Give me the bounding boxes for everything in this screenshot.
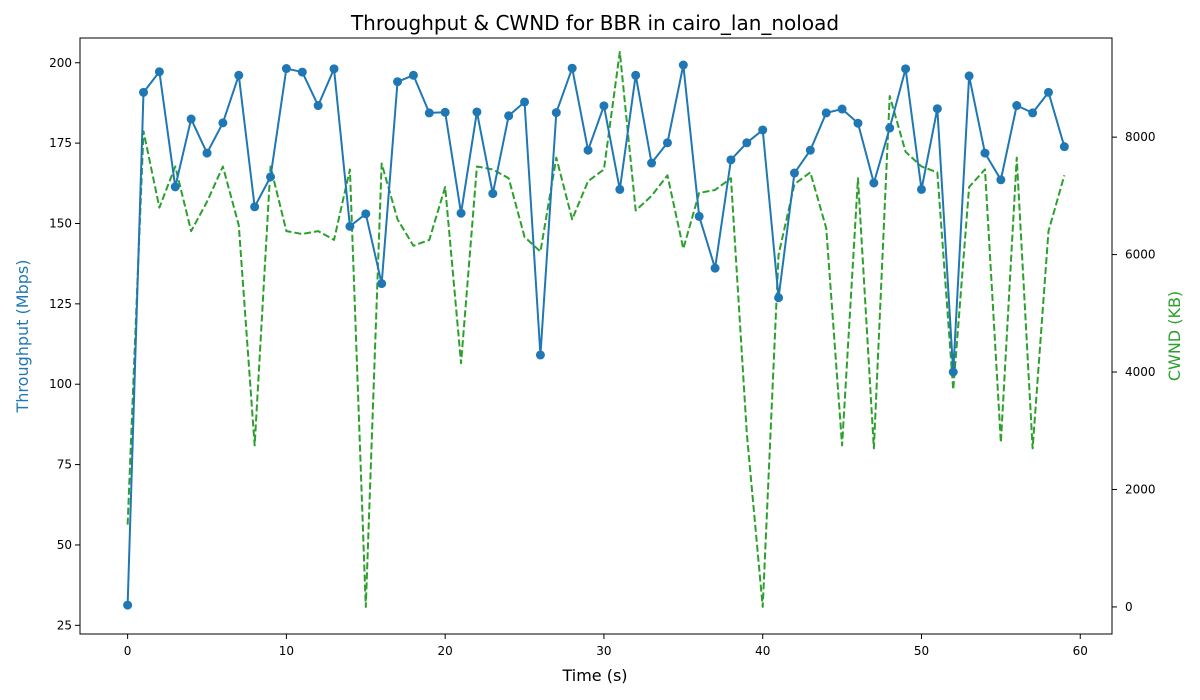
throughput-point	[837, 104, 847, 114]
throughput-point	[567, 63, 577, 73]
throughput-point	[694, 211, 704, 221]
throughput-point	[821, 108, 831, 118]
throughput-point	[726, 155, 736, 165]
throughput-point	[393, 77, 403, 87]
throughput-point	[996, 175, 1006, 185]
throughput-point	[250, 202, 260, 212]
y-left-tick-label: 200	[49, 56, 72, 70]
y-left-tick-label: 50	[57, 538, 72, 552]
throughput-point	[297, 67, 307, 77]
throughput-point	[408, 70, 418, 80]
throughput-point	[424, 108, 434, 118]
throughput-point	[313, 101, 323, 111]
throughput-line	[126, 64, 1066, 606]
throughput-point	[710, 263, 720, 273]
throughput-point	[758, 125, 768, 135]
y-right-tick-label: 6000	[1125, 248, 1156, 262]
throughput-point	[631, 70, 641, 80]
throughput-point	[948, 367, 958, 377]
throughput-point	[551, 108, 561, 118]
throughput-point	[123, 600, 133, 610]
y-left-tick-label: 175	[49, 136, 72, 150]
throughput-point	[170, 182, 180, 192]
chart-title: Throughput & CWND for BBR in cairo_lan_n…	[350, 11, 839, 35]
throughput-point	[345, 221, 355, 231]
throughput-point	[853, 118, 863, 128]
y-right-tick-label: 4000	[1125, 365, 1156, 379]
throughput-point	[1059, 142, 1069, 152]
x-tick-label: 30	[596, 644, 611, 658]
y-left-tick-label: 100	[49, 377, 72, 391]
x-axis-label: Time (s)	[561, 666, 627, 685]
throughput-point	[916, 184, 926, 194]
throughput-point	[869, 178, 879, 188]
x-tick-label: 0	[124, 644, 132, 658]
throughput-point	[789, 168, 799, 178]
y-axis-left-label: Throughput (Mbps)	[13, 260, 32, 414]
throughput-point	[504, 111, 514, 121]
x-tick-label: 40	[755, 644, 770, 658]
throughput-point	[456, 208, 466, 218]
throughput-point	[520, 97, 530, 107]
y-right-tick-label: 0	[1125, 600, 1133, 614]
throughput-point	[678, 60, 688, 70]
plot-frame	[79, 37, 1113, 635]
throughput-point	[234, 70, 244, 80]
throughput-point	[218, 118, 228, 128]
throughput-point	[583, 145, 593, 155]
throughput-point	[202, 148, 212, 158]
x-tick-label: 20	[438, 644, 453, 658]
throughput-point	[440, 107, 450, 117]
y-axis-right-label: CWND (KB)	[1165, 291, 1184, 381]
throughput-point	[361, 209, 371, 219]
throughput-point	[1043, 87, 1053, 97]
throughput-point	[774, 293, 784, 303]
throughput-point	[139, 87, 149, 97]
throughput-point	[1012, 101, 1022, 111]
throughput-point	[535, 350, 545, 360]
x-tick-label: 60	[1073, 644, 1088, 658]
throughput-point	[281, 64, 291, 74]
throughput-point	[154, 67, 164, 77]
throughput-point	[647, 158, 657, 168]
y-right-tick-label: 2000	[1125, 482, 1156, 496]
throughput-point	[266, 172, 276, 182]
throughput-point	[805, 145, 815, 155]
throughput-point	[932, 104, 942, 114]
plot-layer: 0 10 20 30 40 50 60255075100125150175200020004…	[49, 50, 1156, 658]
throughput-point	[472, 107, 482, 117]
y-left-tick-label: 25	[57, 618, 72, 632]
throughput-point	[964, 71, 974, 81]
x-tick-label: 50	[914, 644, 929, 658]
throughput-point	[329, 64, 339, 74]
cwnd-line	[126, 50, 1066, 608]
throughput-point	[488, 189, 498, 199]
throughput-point	[186, 114, 196, 124]
throughput-point	[1028, 108, 1038, 118]
throughput-point	[377, 279, 387, 289]
y-left-tick-label: 75	[57, 458, 72, 472]
throughput-point	[885, 123, 895, 133]
y-left-tick-label: 150	[49, 216, 72, 230]
y-left-tick-label: 125	[49, 297, 72, 311]
throughput-point	[901, 64, 911, 74]
throughput-point	[615, 184, 625, 194]
throughput-point	[980, 148, 990, 158]
throughput-point	[742, 138, 752, 148]
throughput-point	[599, 101, 609, 111]
throughput-point	[662, 138, 672, 148]
x-tick-label: 10	[279, 644, 294, 658]
y-right-tick-label: 8000	[1125, 130, 1156, 144]
